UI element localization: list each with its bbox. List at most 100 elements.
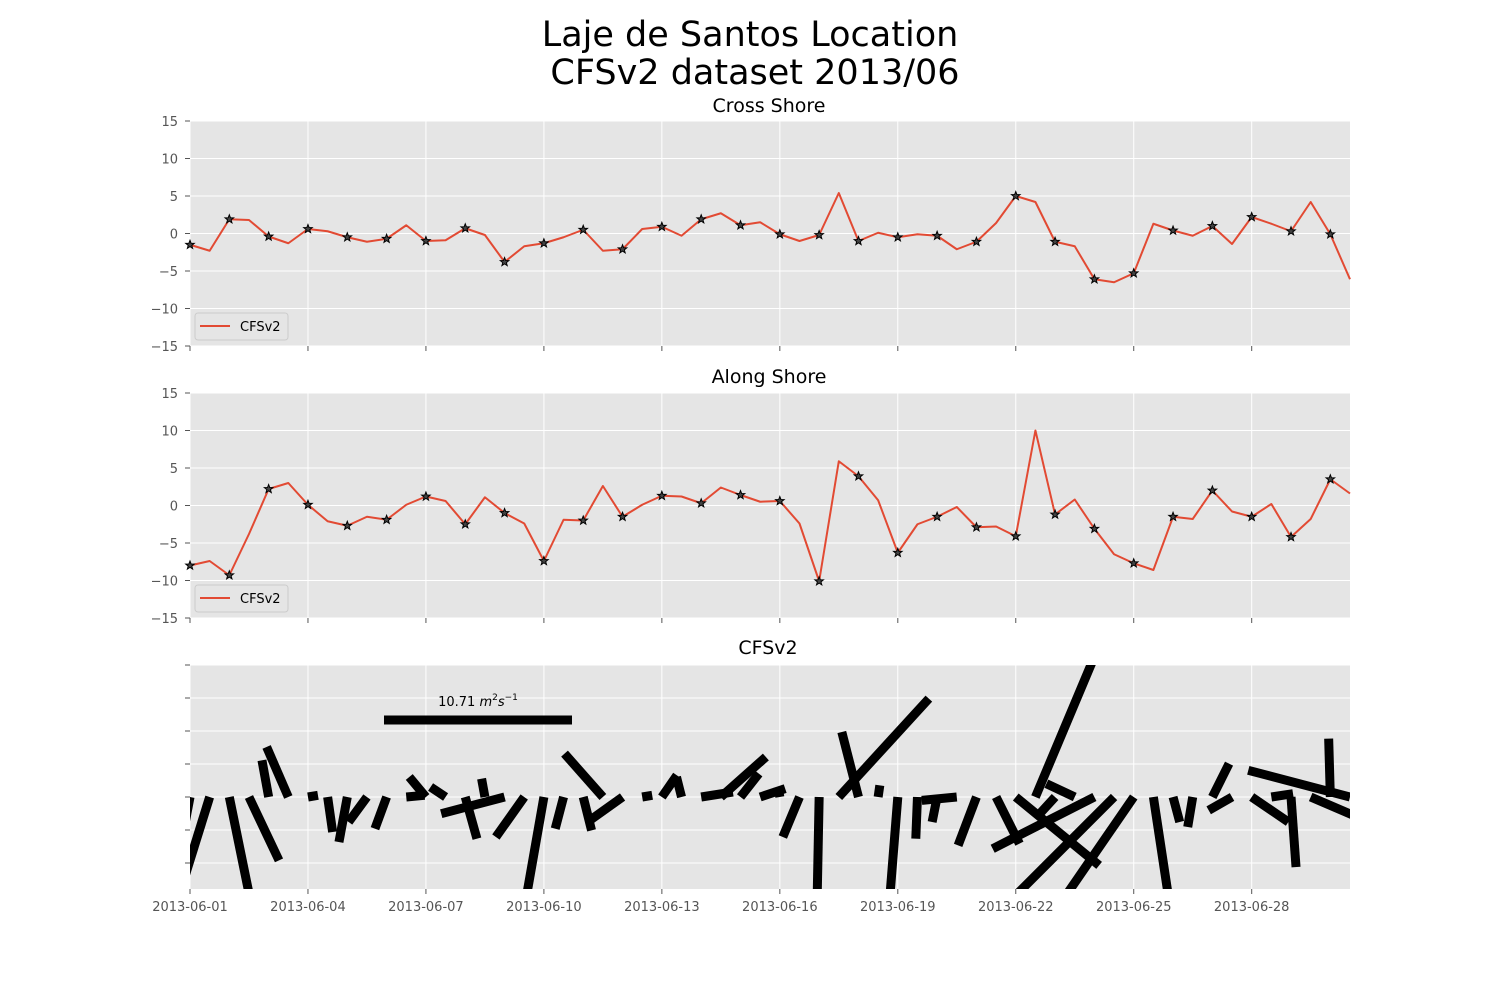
data-point-star (262, 230, 275, 242)
legend-box (194, 584, 289, 613)
y-tick-label: −5 (159, 537, 178, 552)
wind-vector (717, 753, 769, 801)
data-point-star (1010, 190, 1022, 201)
wind-vector (550, 795, 568, 830)
y-tick-label: 10 (161, 153, 178, 168)
y-tick-label: −15 (151, 340, 178, 355)
y-tick-label: −15 (151, 612, 178, 627)
quiver-plot-area (190, 665, 1350, 889)
data-point-star (695, 497, 707, 509)
data-point-star (223, 569, 235, 581)
data-point-star (656, 489, 668, 501)
wind-vector (990, 792, 1097, 853)
data-point-star (498, 256, 511, 267)
data-point-star (1049, 508, 1061, 520)
data-point-star (1324, 228, 1336, 240)
quiver-panel: CFSv2 2013-06-01 2013-06-04 2013-06-07 2013… (152, 637, 1350, 915)
data-point-star (734, 489, 747, 500)
y-tick-label: 15 (161, 115, 178, 130)
data-point-star (577, 514, 589, 526)
wind-vector (736, 770, 763, 800)
data-point-star (420, 235, 432, 246)
data-point-star (1206, 220, 1219, 231)
wind-vector (584, 793, 626, 826)
y-tick-label: 15 (161, 387, 178, 402)
data-point-star (577, 223, 589, 235)
quiver-key: 10.71 m2s−1 (384, 693, 572, 725)
wind-vector (334, 796, 352, 843)
cross-shore-series (184, 190, 1351, 285)
wind-vector (405, 774, 430, 800)
along-shore-panel: Along Shore 15 10 5 0 −5 −10 −15 CFSv2 (151, 366, 1351, 627)
data-point-star (1246, 211, 1258, 222)
data-point-star (616, 510, 629, 522)
along-shore-legend: CFSv2 (194, 584, 289, 613)
wind-vector (1015, 793, 1118, 889)
data-point-star (538, 555, 550, 566)
along-shore-title: Along Shore (712, 366, 827, 388)
y-tick-label: −10 (151, 303, 178, 318)
data-point-star (341, 231, 353, 243)
wind-vector (307, 790, 319, 802)
wind-vector (778, 795, 804, 839)
along-shore-series (184, 429, 1351, 587)
cross-shore-legend: CFSv2 (194, 312, 289, 341)
x-tick-label: 2013-06-01 (152, 900, 228, 915)
data-point-star (1246, 510, 1258, 522)
data-point-star (1128, 267, 1140, 279)
wind-vector (244, 795, 284, 863)
data-point-star (813, 229, 825, 240)
wind-vector (262, 745, 293, 799)
data-point-star (538, 237, 550, 249)
wind-vector (224, 796, 253, 889)
legend-box (194, 312, 289, 341)
x-tick-label: 2013-06-25 (1096, 900, 1172, 915)
y-tick-label: 10 (161, 425, 178, 440)
wind-vector (492, 794, 528, 840)
wind-vector (672, 775, 686, 799)
y-tick-label: 5 (170, 190, 178, 205)
data-point-star (1088, 273, 1101, 285)
quiver-key-label: 10.71 m2s−1 (438, 693, 518, 710)
x-tick-label: 2013-06-04 (270, 900, 346, 915)
data-point-star (459, 518, 471, 530)
data-point-star (892, 231, 904, 243)
wind-vector (885, 796, 903, 889)
data-point-star (1128, 557, 1140, 569)
quiver-y-tickmarks (185, 664, 190, 864)
data-point-star (302, 498, 314, 510)
data-point-star (931, 510, 943, 522)
x-tick-label: 2013-06-13 (624, 900, 700, 915)
cross-shore-panel: Cross Shore 15 10 5 0 −5 −10 −15 CFSv2 (151, 95, 1351, 355)
y-tick-label: −5 (159, 265, 178, 280)
wind-vector (1249, 793, 1291, 826)
along-shore-x-tickmarks (189, 618, 1253, 623)
wind-vector (1031, 665, 1096, 799)
data-point-star (302, 223, 314, 234)
wind-vector (837, 730, 863, 799)
wind-vector (1286, 796, 1301, 868)
wind-vector (440, 792, 506, 819)
wind-vector (1044, 779, 1077, 802)
data-point-star (1167, 224, 1179, 236)
wind-vector (773, 786, 785, 798)
data-point-star (1206, 484, 1219, 496)
data-point-star (380, 232, 393, 244)
wind-vector (1183, 796, 1198, 828)
legend-entry-label: CFSv2 (240, 592, 281, 607)
data-point-star (380, 513, 393, 525)
wind-vector (1033, 793, 1059, 821)
wind-vector (873, 784, 885, 798)
x-tick-label: 2013-06-19 (860, 900, 936, 915)
x-tick-label: 2013-06-22 (978, 900, 1054, 915)
along-shore-grid (189, 392, 1350, 619)
figure-title-line2: CFSv2 dataset 2013/06 (550, 53, 959, 93)
wind-vector (1012, 793, 1102, 869)
wind-vector (812, 796, 824, 889)
data-point-star (656, 220, 668, 232)
quiver-key-unit-base: m (479, 695, 492, 710)
y-tick-label: 5 (170, 462, 178, 477)
data-point-star (774, 228, 786, 240)
y-tick-label: −10 (151, 575, 178, 590)
